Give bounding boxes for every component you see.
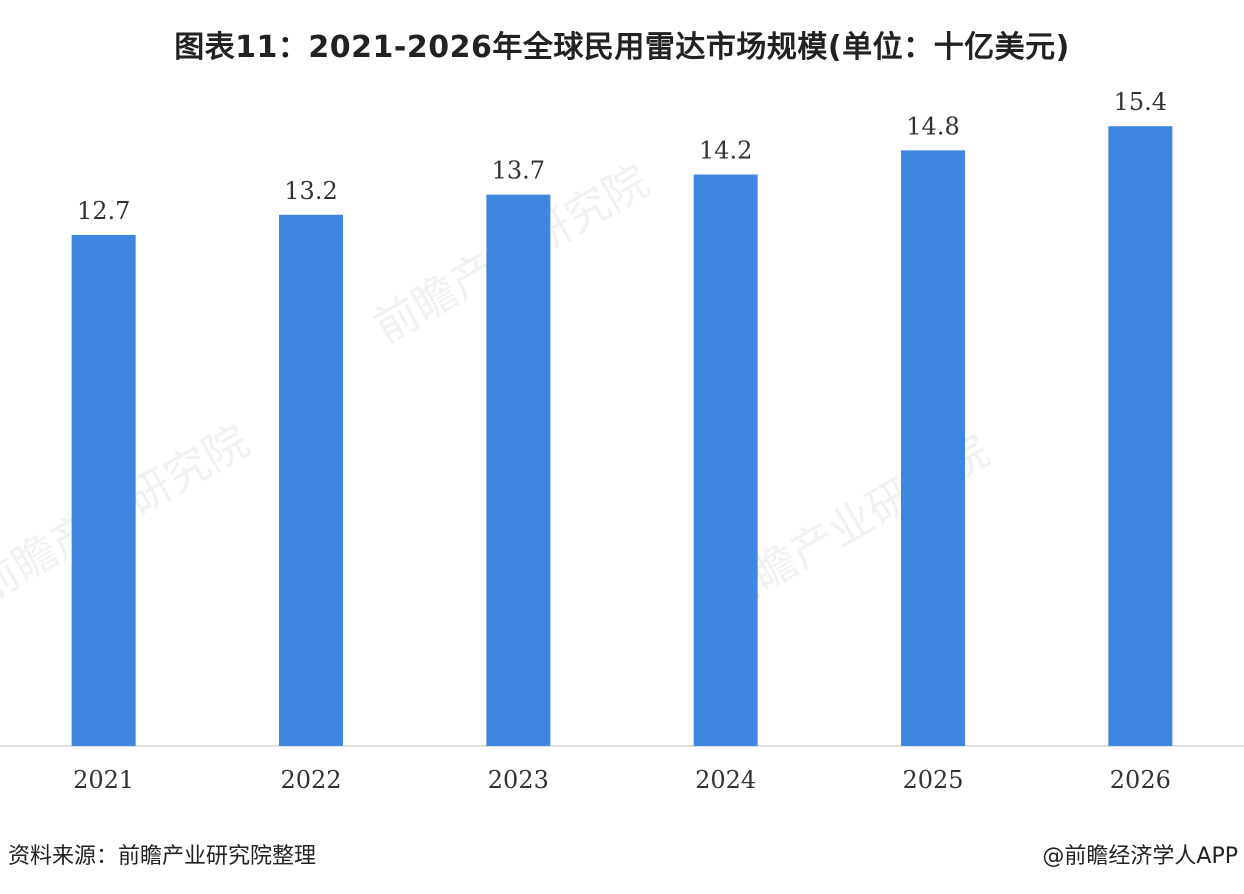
x-tick-label-2022: 2022 bbox=[280, 766, 341, 794]
bar-2023 bbox=[486, 194, 551, 746]
bar-2022 bbox=[279, 214, 343, 746]
x-tick-label-2023: 2023 bbox=[488, 766, 549, 794]
bar-2024 bbox=[693, 174, 758, 747]
bar-2025 bbox=[901, 150, 965, 746]
data-label-2023: 13.7 bbox=[492, 157, 545, 185]
data-label-2025: 14.8 bbox=[906, 112, 959, 140]
x-tick-label-2025: 2025 bbox=[902, 766, 963, 794]
x-tick-label-2021: 2021 bbox=[73, 766, 134, 794]
data-labels-group: 12.7 13.2 13.7 14.2 14.8 15.4 bbox=[77, 88, 1167, 225]
bar-2021 bbox=[71, 234, 136, 747]
data-label-2024: 14.2 bbox=[699, 137, 752, 165]
data-label-2026: 15.4 bbox=[1114, 88, 1167, 116]
chart-title: 图表11：2021-2026年全球民用雷达市场规模(单位：十亿美元) bbox=[174, 30, 1070, 65]
source-note: 资料来源：前瞻产业研究院整理 bbox=[8, 844, 317, 869]
bars-group bbox=[71, 126, 1173, 747]
data-label-2022: 13.2 bbox=[284, 177, 337, 205]
x-tick-label-2026: 2026 bbox=[1110, 766, 1171, 794]
x-tick-labels-group: 2021 2022 2023 2024 2025 2026 bbox=[73, 766, 1171, 794]
bar-2026 bbox=[1108, 126, 1173, 747]
credit-note: @前瞻经济学人APP bbox=[1042, 844, 1238, 869]
x-tick-label-2024: 2024 bbox=[695, 766, 756, 794]
data-label-2021: 12.7 bbox=[77, 197, 130, 225]
